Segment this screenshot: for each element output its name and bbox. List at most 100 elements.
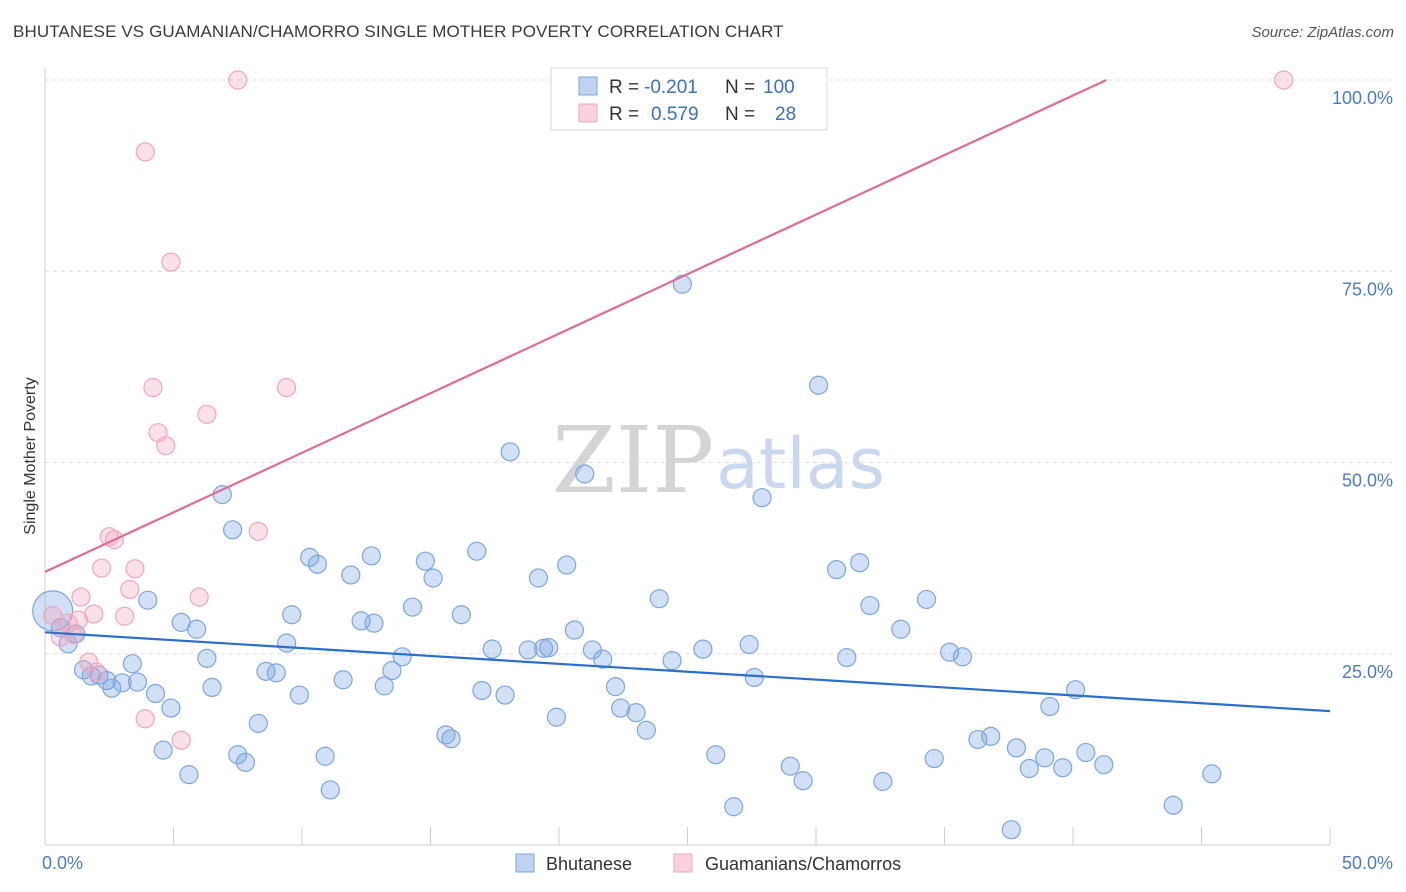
bhutanese-point-41 xyxy=(382,660,402,681)
bhutanese-point-47 xyxy=(441,729,461,749)
bhutanese-point-39 xyxy=(364,613,384,633)
grid xyxy=(45,79,1392,655)
guamanian-point-20 xyxy=(161,252,181,272)
bhutanese-point-64 xyxy=(605,677,626,697)
bhutanese-point-17 xyxy=(179,765,199,785)
bhutanese-point-101 xyxy=(1163,795,1183,815)
bhutanese-point-57 xyxy=(539,638,559,658)
guamanian-point-7 xyxy=(84,604,104,624)
bhutanese-point-15 xyxy=(161,698,181,718)
x-tick-label-0: 0.0% xyxy=(42,853,83,873)
bhutanese-point-102 xyxy=(1202,764,1222,784)
guamanian-point-5 xyxy=(71,587,91,607)
guamanian-point-27 xyxy=(1274,70,1294,90)
bhutanese-point-20 xyxy=(202,677,222,698)
guamanian-point-17 xyxy=(143,377,163,398)
guamanian-point-9 xyxy=(91,558,112,578)
bhutanese-point-22 xyxy=(223,520,243,540)
bhutanese-point-33 xyxy=(315,746,335,766)
y-tick-label-2: 75.0% xyxy=(1342,279,1393,299)
bhutanese-point-65 xyxy=(611,698,631,718)
bhutanese-point-53 xyxy=(500,442,520,462)
bhutanese-point-49 xyxy=(467,541,487,561)
bhutanese-point-67 xyxy=(636,720,656,740)
guamanian-point-25 xyxy=(248,521,268,541)
bhutanese-point-70 xyxy=(672,274,692,294)
bhutanese-point-71 xyxy=(693,639,713,659)
bhutanese-point-31 xyxy=(300,547,320,567)
bhutanese-point-28 xyxy=(276,633,297,653)
legend: R = -0.201 N = 100 R = 0.579 N = 28 xyxy=(550,67,828,131)
bhutanese-point-82 xyxy=(850,553,870,573)
guamanian-point-26 xyxy=(276,377,297,398)
bhutanese-point-96 xyxy=(1040,696,1060,717)
bhutanese-point-52 xyxy=(495,685,515,705)
x-tick-label-1: 50.0% xyxy=(1342,853,1393,873)
bhutanese-point-89 xyxy=(952,647,973,667)
legend-n-label-guamanians: N = xyxy=(725,104,755,125)
bhutanese-point-83 xyxy=(860,595,880,616)
bhutanese-point-85 xyxy=(891,619,911,639)
bhutanese-point-86 xyxy=(916,589,937,610)
bhutanese-point-79 xyxy=(808,375,829,395)
guamanian-point-0 xyxy=(43,605,63,626)
bhutanese-point-91 xyxy=(981,726,1001,746)
bhutanese-point-88 xyxy=(940,642,960,662)
bhutanese-point-21 xyxy=(212,485,232,505)
bhutanese-point-19 xyxy=(197,648,217,668)
y-axis-label: Single Mother Poverty xyxy=(22,377,39,534)
bhutanese-point-40 xyxy=(374,676,394,696)
bhutanese-point-94 xyxy=(1019,758,1039,779)
bhutanese-point-100 xyxy=(1094,755,1114,775)
bhutanese-point-66 xyxy=(626,703,646,723)
bottom-legend-swatch-bhutanese xyxy=(515,853,535,873)
bhutanese-point-10 xyxy=(122,654,142,674)
bhutanese-point-12 xyxy=(138,590,158,610)
bhutanese-point-50 xyxy=(472,680,492,701)
bhutanese-point-46 xyxy=(436,725,456,745)
points-layer xyxy=(32,70,1294,840)
legend-n-label-bhutanese: N = xyxy=(725,77,755,98)
bhutanese-point-48 xyxy=(451,605,471,625)
bhutanese-point-18 xyxy=(187,619,207,639)
bhutanese-point-42 xyxy=(392,647,412,667)
bhutanese-point-56 xyxy=(533,638,554,658)
y-tick-label-0: 25.0% xyxy=(1342,662,1393,682)
bhutanese-point-34 xyxy=(320,780,340,800)
guamanian-point-24 xyxy=(228,70,248,90)
guamanian-point-21 xyxy=(171,730,191,750)
guamanian-point-12 xyxy=(115,606,135,626)
legend-r-label-guamanians: R = xyxy=(609,104,639,125)
guamanian-point-14 xyxy=(125,559,145,579)
guamanian-point-19 xyxy=(156,436,176,456)
bhutanese-point-93 xyxy=(1006,738,1027,758)
bhutanese-point-58 xyxy=(546,707,567,727)
bhutanese-point-24 xyxy=(235,752,256,772)
bhutanese-point-63 xyxy=(593,649,613,669)
trend-lines xyxy=(44,79,1331,713)
bhutanese-point-32 xyxy=(307,554,328,574)
bhutanese-point-72 xyxy=(706,745,726,765)
bhutanese-point-29 xyxy=(282,605,302,625)
guamanian-point-16 xyxy=(135,709,155,729)
bhutanese-point-59 xyxy=(557,555,577,575)
bhutanese-point-84 xyxy=(873,771,893,792)
bottom-legend-swatch-guamanians xyxy=(673,853,693,873)
bhutanese-point-45 xyxy=(423,568,443,588)
bhutanese-point-27 xyxy=(266,663,286,683)
bhutanese-point-54 xyxy=(518,640,538,660)
bhutanese-point-61 xyxy=(575,464,595,484)
bhutanese-point-76 xyxy=(752,488,772,508)
legend-n-value-bhutanese: 100 xyxy=(763,77,795,98)
bhutanese-point-23 xyxy=(228,745,248,765)
bhutanese-point-38 xyxy=(361,546,381,566)
bhutanese-point-13 xyxy=(145,683,166,704)
bhutanese-point-30 xyxy=(289,685,310,705)
bhutanese-point-78 xyxy=(793,771,813,791)
bhutanese-point-74 xyxy=(739,634,759,655)
guamanian-point-22 xyxy=(189,587,209,607)
bhutanese-point-81 xyxy=(837,647,857,668)
watermark-atlas: atlas xyxy=(716,423,885,505)
bhutanese-point-75 xyxy=(744,667,764,688)
